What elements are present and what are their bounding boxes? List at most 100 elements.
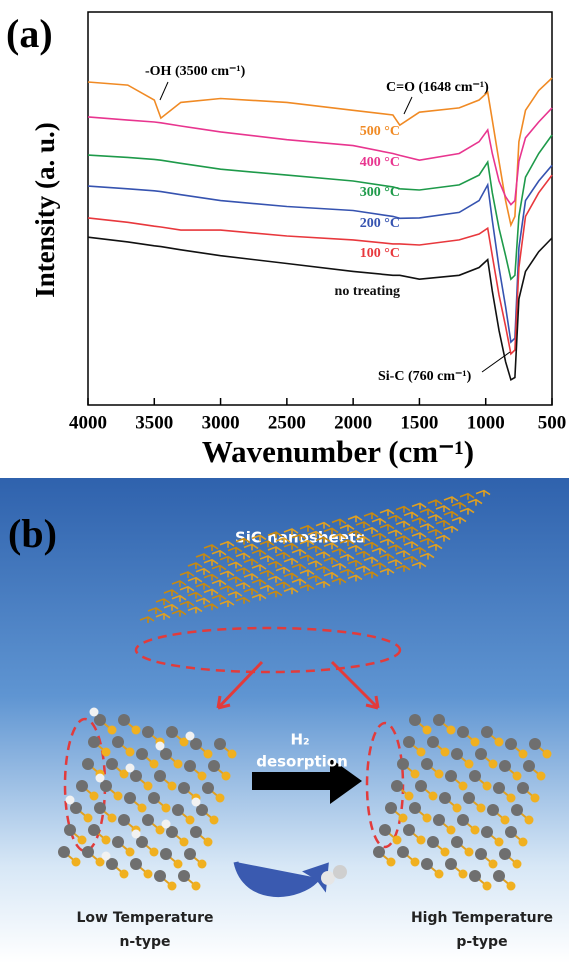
c-atom xyxy=(469,770,481,782)
spectrum-line xyxy=(87,236,553,381)
si-atom xyxy=(506,793,516,803)
si-atom xyxy=(386,857,396,867)
sheet-bond xyxy=(451,501,467,509)
sheet-bond xyxy=(307,545,323,553)
sheet-bond xyxy=(179,571,195,578)
c-atom xyxy=(385,802,397,814)
annotation-arrow xyxy=(403,96,413,115)
sheet-bond xyxy=(435,534,451,542)
sheet-bond xyxy=(227,561,243,569)
si-atom xyxy=(71,857,81,867)
sheet-bond xyxy=(275,581,291,589)
series-label: 400 °C xyxy=(360,155,400,170)
sheet-bond xyxy=(195,597,211,605)
si-atom xyxy=(494,837,504,847)
si-atom xyxy=(452,803,462,813)
y-axis-label: Intensity (a. u.) xyxy=(30,122,60,298)
series-label: 100 °C xyxy=(360,246,400,261)
h-atom xyxy=(185,731,195,741)
sheet-bond xyxy=(155,612,171,620)
c-atom xyxy=(511,804,523,816)
c-atom xyxy=(106,858,118,870)
big-arrow xyxy=(252,758,362,804)
si-atom xyxy=(149,759,159,769)
curved-arrow xyxy=(233,861,329,897)
sheet-bond xyxy=(307,560,323,568)
sic-cluster xyxy=(373,714,552,891)
sheet-bond xyxy=(155,598,171,605)
c-atom xyxy=(427,736,439,748)
sheet-bond xyxy=(179,585,195,593)
si-atom xyxy=(107,725,117,735)
series-label: 300 °C xyxy=(360,185,400,200)
nanosheet xyxy=(139,489,491,623)
si-atom xyxy=(512,859,522,869)
c-atom xyxy=(76,780,88,792)
sheet-bond xyxy=(419,523,435,530)
sheet-bond xyxy=(339,524,355,532)
sheet-bond xyxy=(395,535,411,543)
si-atom xyxy=(458,869,468,879)
si-atom xyxy=(143,869,153,879)
si-atom xyxy=(422,725,432,735)
sheet-bond xyxy=(427,514,443,521)
c-atom xyxy=(154,870,166,882)
c-atom xyxy=(451,748,463,760)
c-atom xyxy=(433,714,445,726)
si-atom xyxy=(179,837,189,847)
c-atom xyxy=(517,782,529,794)
x-axis-label: Wavenumber (cm⁻¹) xyxy=(202,434,474,469)
c-atom xyxy=(100,780,112,792)
sheet-bond xyxy=(211,549,227,557)
sheet-bond xyxy=(267,546,283,553)
c-atom xyxy=(397,758,409,770)
c-atom xyxy=(166,726,178,738)
c-atom xyxy=(160,748,172,760)
sheet-bond xyxy=(403,541,419,548)
sheet-bond xyxy=(235,567,251,575)
sheet-bond xyxy=(411,532,427,539)
sheet-bond xyxy=(243,543,259,551)
sheet-bond xyxy=(443,496,459,503)
c-atom xyxy=(196,804,208,816)
si-atom xyxy=(488,859,498,869)
sheet-bond xyxy=(331,577,347,585)
sheet-bond xyxy=(395,505,411,513)
series-label: 500 °C xyxy=(360,124,400,139)
series-label: 200 °C xyxy=(360,216,400,231)
c-atom xyxy=(481,826,493,838)
sheet-bond xyxy=(363,512,379,519)
si-atom xyxy=(197,859,207,869)
c-atom xyxy=(184,760,196,772)
si-atom xyxy=(482,781,492,791)
dashed-ellipse xyxy=(134,626,402,674)
c-atom xyxy=(403,736,415,748)
sheet-bond xyxy=(203,558,219,566)
sheet-bond xyxy=(299,524,315,532)
sheet-bond xyxy=(459,507,475,515)
si-atom xyxy=(470,825,480,835)
sheet-bond xyxy=(203,573,219,581)
sic-cluster xyxy=(58,707,237,891)
sheet-bond xyxy=(219,570,235,578)
sheet-bond xyxy=(355,550,371,558)
x-tick-label: 1500 xyxy=(400,412,438,433)
sheet-bond xyxy=(387,514,403,522)
si-atom xyxy=(524,815,534,825)
c-atom xyxy=(124,792,136,804)
x-tick-label: 3500 xyxy=(135,412,173,433)
c-atom xyxy=(82,846,94,858)
state-label: n-type xyxy=(119,934,170,950)
sheet-bond xyxy=(307,530,323,538)
sheet-bond xyxy=(371,562,387,570)
si-atom xyxy=(137,803,147,813)
sheet-bond xyxy=(339,553,355,561)
si-atom xyxy=(125,747,135,757)
c-atom xyxy=(154,770,166,782)
c-atom xyxy=(160,848,172,860)
sheet-bond xyxy=(267,531,283,539)
si-atom xyxy=(488,759,498,769)
sheet-bond xyxy=(411,546,427,554)
si-atom xyxy=(410,857,420,867)
sheet-bond xyxy=(387,529,403,537)
